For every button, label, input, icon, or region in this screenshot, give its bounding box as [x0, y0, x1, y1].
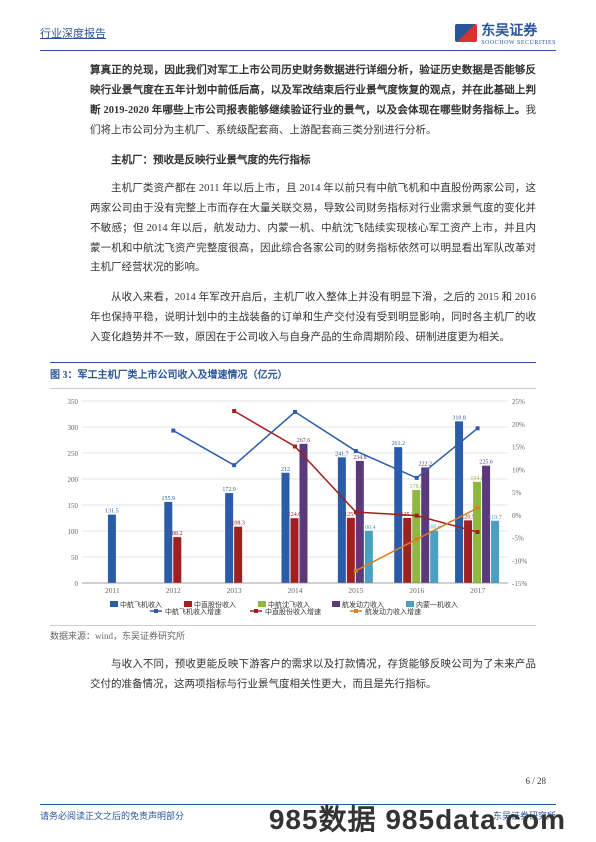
svg-text:108.3: 108.3	[231, 521, 245, 527]
svg-text:2016: 2016	[409, 586, 424, 595]
svg-text:5%: 5%	[512, 489, 522, 497]
svg-text:124.6: 124.6	[288, 512, 302, 518]
svg-text:中直股份收入增速: 中直股份收入增速	[265, 607, 321, 616]
svg-text:350: 350	[68, 398, 79, 406]
section-title: 主机厂：预收是反映行业景气度的先行指标	[90, 151, 536, 171]
svg-text:100: 100	[68, 528, 79, 536]
svg-text:119.7: 119.7	[488, 515, 501, 521]
svg-text:2012: 2012	[166, 586, 181, 595]
svg-text:-15%: -15%	[512, 580, 527, 588]
svg-text:131.5: 131.5	[105, 509, 119, 515]
svg-text:100.4: 100.4	[362, 525, 376, 531]
svg-text:20%: 20%	[512, 421, 525, 429]
header-divider	[40, 50, 556, 51]
svg-text:0%: 0%	[512, 512, 522, 520]
svg-text:内蒙一机收入: 内蒙一机收入	[416, 600, 458, 609]
svg-text:-10%: -10%	[512, 557, 527, 565]
logo-subtitle: SOOCHOW SECURITIES	[481, 40, 556, 46]
svg-text:2017: 2017	[470, 586, 485, 595]
paragraph-4: 与收入不同，预收更能反映下游客户的需求以及打款情况，存货能够反映公司为了未来产品…	[90, 655, 536, 695]
svg-text:200: 200	[68, 476, 79, 484]
logo-text: 东吴证券	[481, 20, 556, 40]
svg-text:225.6: 225.6	[479, 460, 493, 466]
svg-text:2014: 2014	[288, 586, 303, 595]
svg-text:2013: 2013	[227, 586, 242, 595]
svg-text:172.9: 172.9	[222, 487, 236, 493]
page-number: 6 / 28	[525, 776, 546, 786]
svg-text:50: 50	[71, 554, 79, 562]
logo-icon	[455, 24, 477, 42]
svg-text:2015: 2015	[348, 586, 363, 595]
svg-text:10%: 10%	[512, 466, 525, 474]
svg-text:250: 250	[68, 450, 79, 458]
svg-text:261.2: 261.2	[391, 441, 405, 447]
watermark: 985数据 985data.com	[269, 798, 566, 838]
svg-text:241.7: 241.7	[335, 452, 349, 458]
paragraph-3: 从收入来看，2014 年军改开启后，主机厂收入整体上并没有明显下滑，之后的 20…	[90, 288, 536, 348]
svg-text:88.2: 88.2	[172, 531, 183, 537]
svg-text:155.9: 155.9	[162, 496, 176, 502]
svg-text:178.8: 178.8	[409, 484, 423, 490]
svg-text:150: 150	[68, 502, 79, 510]
revenue-chart: 0 50 100 150 200 250 300 350 -15% -10% -5% 0% 5% 10% 1…	[50, 393, 540, 623]
company-logo: 东吴证券 SOOCHOW SECURITIES	[455, 20, 556, 46]
svg-text:212: 212	[281, 467, 290, 473]
footer-disclaimer: 请务必阅读正文之后的免责声明部分	[40, 809, 184, 822]
svg-text:2011: 2011	[105, 586, 120, 595]
chart-source: 数据来源：wind，东吴证券研究所	[50, 625, 536, 645]
svg-text:15%: 15%	[512, 444, 525, 452]
svg-text:300: 300	[68, 424, 79, 432]
paragraph-1: 算真正的兑现，因此我们对军工上市公司历史财务数据进行详细分析，验证历史数据是否能…	[90, 61, 536, 141]
chart-title: 图 3：军工主机厂类上市公司收入及增速情况（亿元）	[50, 362, 536, 389]
svg-text:航发动力收入增速: 航发动力收入增速	[365, 607, 421, 616]
report-type: 行业深度报告	[40, 25, 106, 41]
svg-text:310.8: 310.8	[452, 416, 466, 422]
svg-text:234.8: 234.8	[353, 455, 367, 461]
svg-text:267.6: 267.6	[297, 438, 311, 444]
svg-text:中航飞机收入: 中航飞机收入	[120, 600, 162, 609]
svg-text:中航飞机收入增速: 中航飞机收入增速	[165, 607, 221, 616]
svg-text:25%: 25%	[512, 398, 525, 406]
svg-text:194.6: 194.6	[470, 476, 484, 482]
svg-text:0: 0	[75, 580, 79, 588]
paragraph-2: 主机厂类资产都在 2011 年以后上市，且 2014 年以前只有中航飞机和中直股…	[90, 179, 536, 279]
svg-text:-5%: -5%	[512, 535, 524, 543]
